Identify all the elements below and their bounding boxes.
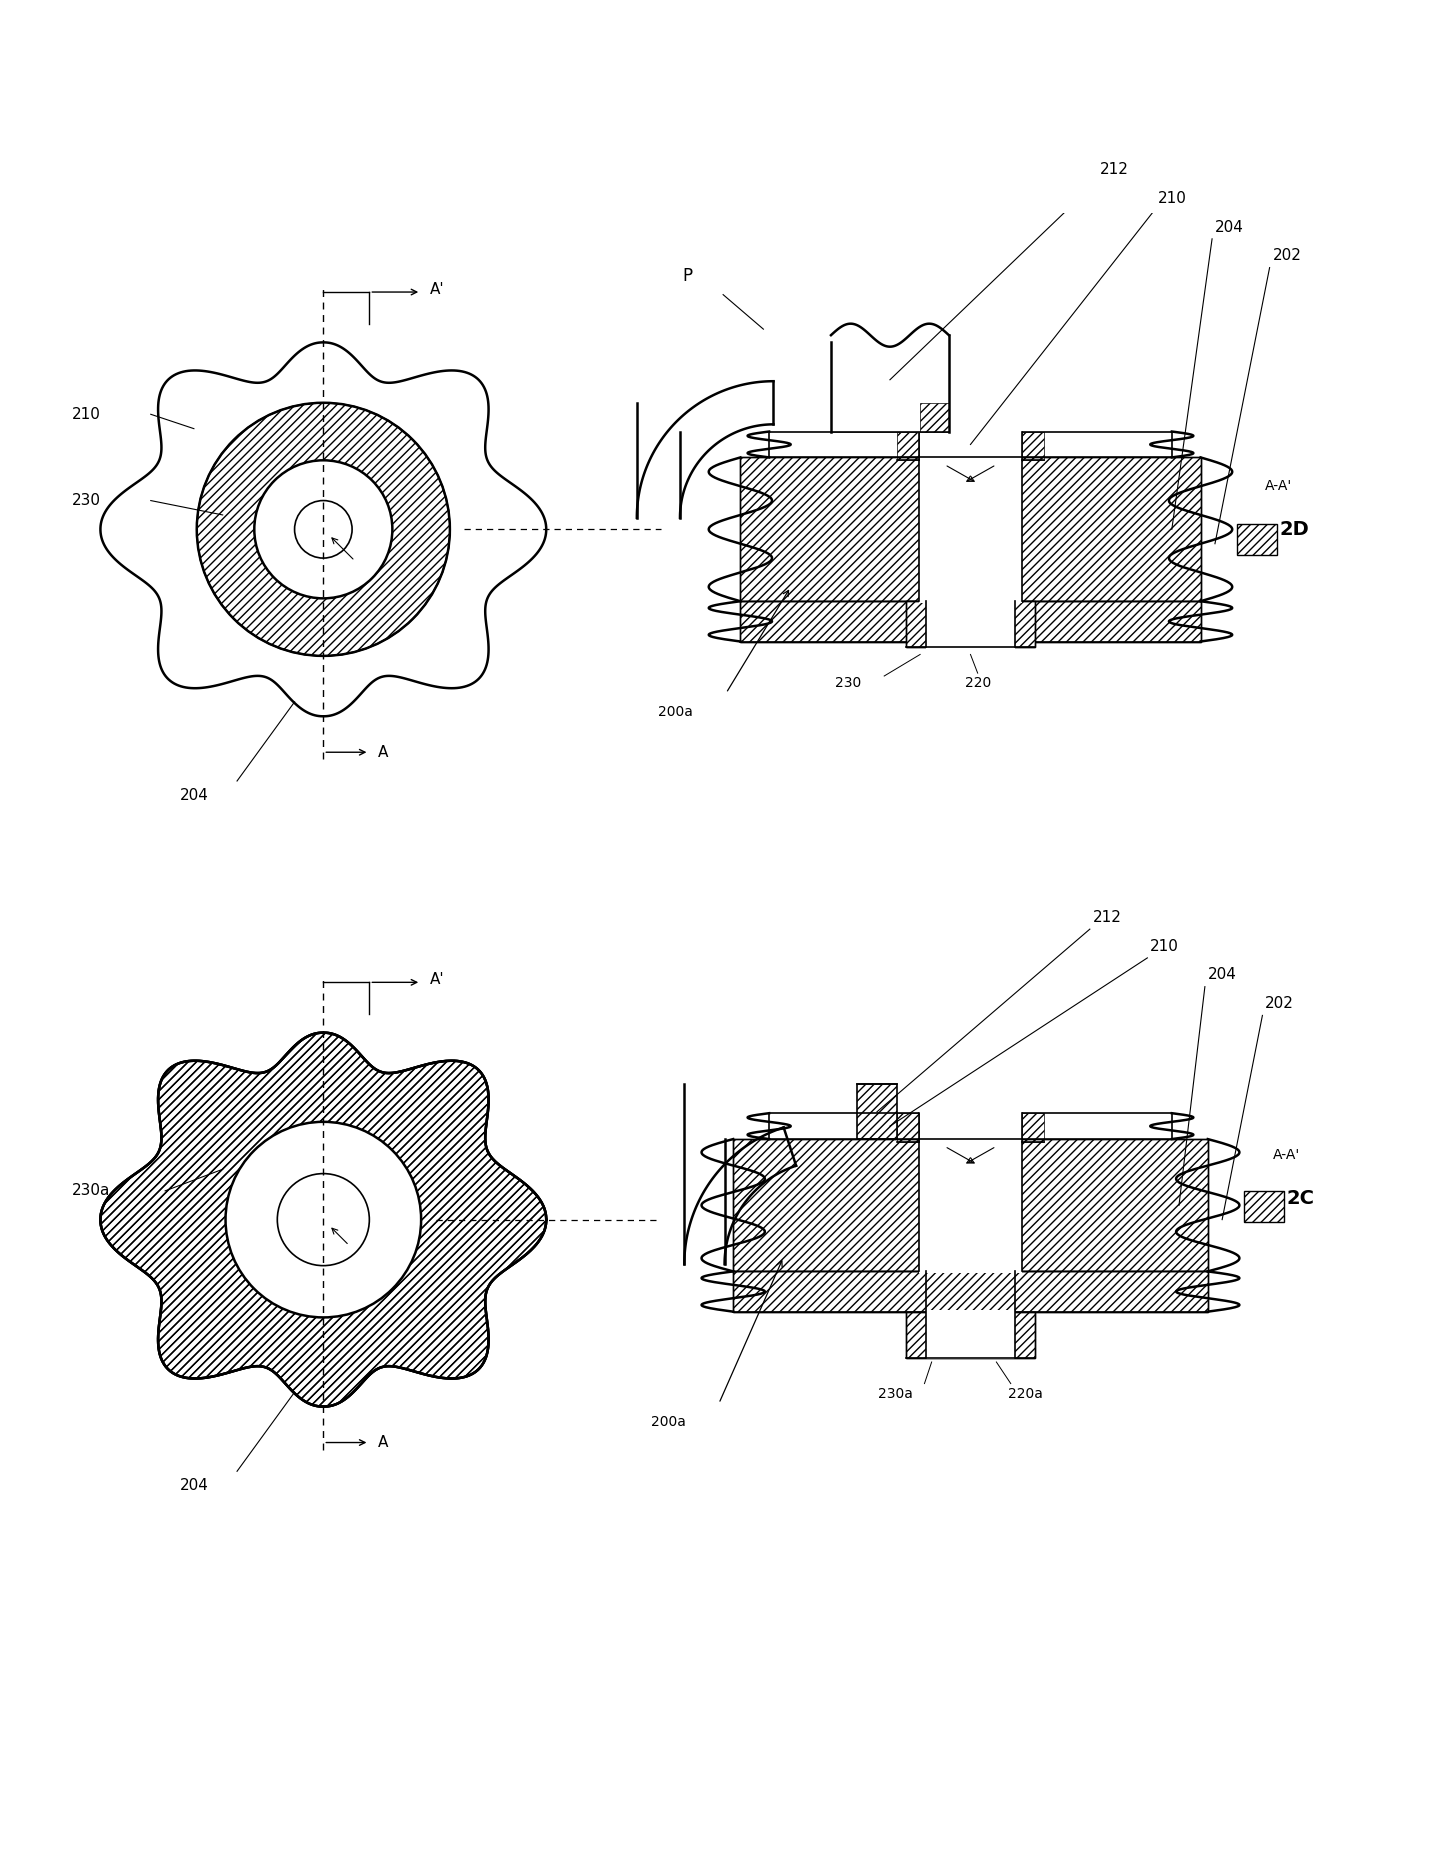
Text: 230: 230 <box>71 494 100 509</box>
Bar <box>741 602 1201 641</box>
Bar <box>733 1271 1208 1312</box>
Text: 212: 212 <box>1093 910 1121 925</box>
Bar <box>741 602 1201 641</box>
Text: 202: 202 <box>1272 248 1301 263</box>
Text: 230a: 230a <box>71 1184 110 1199</box>
Bar <box>1237 524 1276 555</box>
Bar <box>906 602 1035 647</box>
Bar <box>770 1113 1172 1139</box>
Circle shape <box>295 501 351 557</box>
Text: 210: 210 <box>1150 939 1179 954</box>
Text: A-A': A-A' <box>1272 1148 1300 1161</box>
Polygon shape <box>100 1033 546 1407</box>
Bar <box>919 431 1022 602</box>
Bar <box>741 457 1201 602</box>
Text: 204: 204 <box>180 788 208 803</box>
Text: 212: 212 <box>1101 162 1128 177</box>
Text: A': A' <box>430 971 444 986</box>
Bar <box>906 602 1035 647</box>
Bar <box>906 1312 1035 1357</box>
Polygon shape <box>100 343 546 716</box>
Text: 210: 210 <box>1157 190 1186 205</box>
Text: A-A': A-A' <box>1265 479 1292 494</box>
Bar <box>1022 432 1044 460</box>
Bar <box>897 432 919 460</box>
Bar <box>906 1312 1035 1357</box>
Text: 204: 204 <box>1208 967 1237 982</box>
Text: P: P <box>682 267 693 285</box>
Text: 220: 220 <box>964 677 990 690</box>
Bar <box>926 1310 1015 1359</box>
Text: 2C: 2C <box>1286 1189 1316 1208</box>
Bar <box>733 1271 1208 1312</box>
Text: 2D: 2D <box>1279 520 1310 539</box>
Polygon shape <box>831 324 950 432</box>
Text: 210: 210 <box>71 406 100 421</box>
Bar <box>926 600 1015 649</box>
Text: 220a: 220a <box>1008 1387 1043 1400</box>
Bar <box>897 1113 919 1143</box>
Bar <box>919 1111 1022 1273</box>
Bar <box>1022 1113 1044 1143</box>
Text: A: A <box>378 746 388 761</box>
Bar <box>733 1139 1208 1271</box>
Text: 230a: 230a <box>878 1387 913 1400</box>
Bar <box>741 457 1201 602</box>
Text: 200a: 200a <box>658 705 693 720</box>
Text: 202: 202 <box>1265 995 1294 1010</box>
Text: A': A' <box>430 281 444 296</box>
Text: 200a: 200a <box>650 1415 685 1430</box>
Text: A: A <box>378 1435 388 1450</box>
Circle shape <box>277 1174 369 1266</box>
Text: 204: 204 <box>180 1478 208 1493</box>
Bar <box>921 403 950 432</box>
Bar <box>1244 1191 1284 1223</box>
Bar <box>733 1139 1208 1271</box>
Circle shape <box>254 460 392 598</box>
Circle shape <box>225 1122 421 1318</box>
Text: 204: 204 <box>1215 220 1244 235</box>
Bar <box>857 1085 897 1139</box>
Bar <box>770 432 1172 457</box>
Text: 230: 230 <box>835 677 861 690</box>
